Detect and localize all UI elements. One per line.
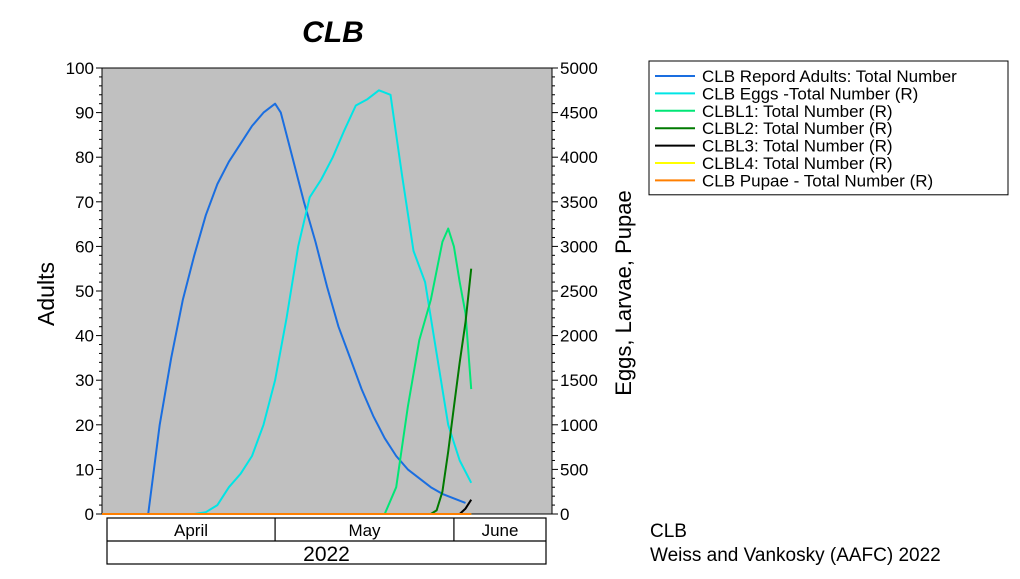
legend-entry: CLBL4: Total Number (R) (702, 154, 893, 173)
left-tick-label: 70 (75, 193, 94, 212)
legend-entry: CLB Eggs -Total Number (R) (702, 84, 918, 103)
caption-line-1: CLB (650, 521, 687, 542)
right-axis-label: Eggs, Larvae, Pupae (611, 190, 636, 395)
left-tick-label: 40 (75, 327, 94, 346)
right-tick-label: 1000 (560, 416, 598, 435)
left-tick-label: 0 (85, 505, 94, 524)
left-y-axis: 0 10 20 30 40 50 60 70 80 90 100 (66, 59, 102, 524)
left-tick-label: 80 (75, 148, 94, 167)
legend-entry: CLBL1: Total Number (R) (702, 102, 893, 121)
month-label: June (482, 521, 519, 540)
month-axis: April May June 2022 (106, 517, 547, 566)
right-tick-label: 1500 (560, 371, 598, 390)
left-tick-label: 10 (75, 460, 94, 479)
left-tick-label: 90 (75, 104, 94, 123)
series-layer (102, 89, 473, 515)
right-y-axis: 0 500 1000 1500 2000 2500 3000 3500 4000 4500 5000 (552, 59, 598, 524)
left-tick-label: 20 (75, 416, 94, 435)
legend-box (648, 60, 1009, 196)
plot-background (101, 67, 553, 515)
right-tick-label: 4000 (560, 148, 598, 167)
series-line-clbl3-total-number-r (459, 499, 473, 515)
right-tick-label: 2500 (560, 282, 598, 301)
series-line-clb-repord-adults-total-number (147, 102, 466, 515)
left-tick-label: 60 (75, 237, 94, 256)
caption-line-2: Weiss and Vankosky (AAFC) 2022 (650, 545, 941, 566)
left-axis-label: Adults (33, 262, 59, 326)
series-line-clbl1-total-number-r (383, 227, 473, 515)
month-label: May (348, 521, 381, 540)
left-tick-label: 50 (75, 282, 94, 301)
right-tick-label: 2000 (560, 327, 598, 346)
month-label: April (174, 521, 208, 540)
legend-entry: CLB Repord Adults: Total Number (702, 67, 957, 86)
right-tick-label: 0 (560, 505, 569, 524)
series-line-clb-eggs-total-number-r (194, 89, 473, 515)
left-tick-label: 30 (75, 371, 94, 390)
chart-title: CLB (302, 16, 364, 49)
left-tick-label: 100 (66, 59, 94, 78)
legend-entry: CLBL2: Total Number (R) (702, 119, 893, 138)
legend-entry: CLB Pupae - Total Number (R) (702, 171, 933, 190)
right-tick-label: 3500 (560, 193, 598, 212)
series-line-clbl2-total-number-r (430, 268, 473, 515)
right-tick-label: 500 (560, 460, 588, 479)
right-tick-label: 5000 (560, 59, 598, 78)
right-tick-label: 4500 (560, 104, 598, 123)
legend-entry: CLBL3: Total Number (R) (702, 137, 893, 156)
right-tick-label: 3000 (560, 237, 598, 256)
year-label: 2022 (303, 543, 350, 566)
